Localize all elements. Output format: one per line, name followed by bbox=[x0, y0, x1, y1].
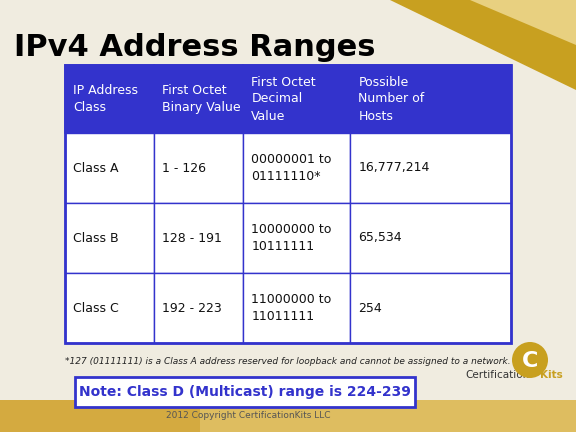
Text: Possible
Number of
Hosts: Possible Number of Hosts bbox=[358, 76, 425, 123]
Bar bbox=[154, 133, 244, 203]
Text: Certification: Certification bbox=[466, 370, 530, 380]
Bar bbox=[65, 273, 154, 343]
Bar bbox=[244, 273, 350, 343]
Circle shape bbox=[512, 342, 548, 378]
Text: IPv4 Address Ranges: IPv4 Address Ranges bbox=[14, 34, 376, 63]
Text: 10000000 to
10111111: 10000000 to 10111111 bbox=[251, 223, 332, 253]
Bar bbox=[65, 203, 154, 273]
Bar bbox=[65, 65, 154, 133]
Bar bbox=[65, 65, 511, 343]
Text: IP Address
Class: IP Address Class bbox=[73, 84, 138, 114]
Bar bbox=[244, 133, 350, 203]
Text: Class A: Class A bbox=[73, 162, 119, 175]
Text: *127 (01111111) is a Class A address reserved for loopback and cannot be assigne: *127 (01111111) is a Class A address res… bbox=[65, 357, 511, 366]
Text: 128 - 191: 128 - 191 bbox=[162, 232, 222, 245]
Text: 00000001 to
01111110*: 00000001 to 01111110* bbox=[251, 153, 332, 183]
Bar bbox=[65, 133, 154, 203]
Polygon shape bbox=[390, 0, 576, 90]
Text: 11000000 to
11011111: 11000000 to 11011111 bbox=[251, 293, 332, 323]
Text: 2012 Copyright CertificationKits LLC: 2012 Copyright CertificationKits LLC bbox=[166, 412, 330, 420]
Text: 254: 254 bbox=[358, 302, 382, 314]
Text: First Octet
Decimal
Value: First Octet Decimal Value bbox=[251, 76, 316, 123]
Polygon shape bbox=[470, 0, 576, 45]
Bar bbox=[0, 400, 576, 432]
Text: 1 - 126: 1 - 126 bbox=[162, 162, 206, 175]
Bar bbox=[350, 203, 511, 273]
Text: 65,534: 65,534 bbox=[358, 232, 402, 245]
Text: 192 - 223: 192 - 223 bbox=[162, 302, 222, 314]
Text: First Octet
Binary Value: First Octet Binary Value bbox=[162, 84, 241, 114]
Text: 16,777,214: 16,777,214 bbox=[358, 162, 430, 175]
Bar bbox=[154, 65, 244, 133]
Bar bbox=[244, 65, 350, 133]
Bar bbox=[350, 65, 511, 133]
Text: C: C bbox=[522, 351, 538, 371]
Bar bbox=[350, 133, 511, 203]
Text: Note: Class D (Multicast) range is 224-239: Note: Class D (Multicast) range is 224-2… bbox=[79, 385, 411, 399]
Bar bbox=[75, 377, 415, 407]
Bar bbox=[154, 273, 244, 343]
Text: Kits: Kits bbox=[540, 370, 563, 380]
Text: Class B: Class B bbox=[73, 232, 119, 245]
Bar bbox=[350, 273, 511, 343]
Bar bbox=[200, 400, 576, 432]
Bar bbox=[244, 203, 350, 273]
Bar bbox=[154, 203, 244, 273]
Text: Class C: Class C bbox=[73, 302, 119, 314]
